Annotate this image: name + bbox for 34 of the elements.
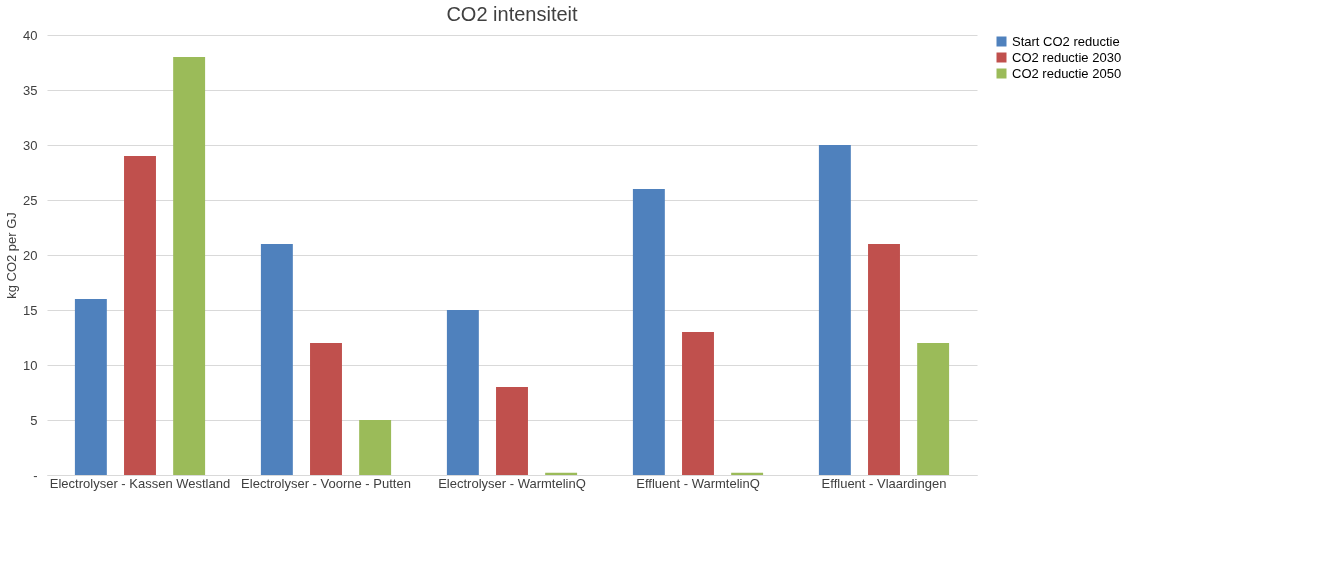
bar bbox=[124, 156, 156, 475]
bar bbox=[545, 472, 578, 475]
y-tick-label: 10 bbox=[23, 357, 38, 373]
y-axis-title: kg CO2 per GJ bbox=[4, 212, 20, 299]
bar bbox=[632, 189, 665, 475]
legend-label: Start CO2 reductie bbox=[1012, 33, 1120, 49]
bar bbox=[260, 244, 293, 475]
x-tick-label: Electrolyser - WarmtelinQ bbox=[438, 475, 586, 491]
y-tick-label: 30 bbox=[23, 137, 38, 153]
bar bbox=[682, 332, 714, 475]
x-tick-label: Effluent - WarmtelinQ bbox=[636, 475, 760, 491]
bar bbox=[868, 244, 900, 475]
y-tick-label: 40 bbox=[23, 27, 38, 43]
x-tick-label: Electrolyser - Voorne - Putten bbox=[241, 475, 411, 491]
x-tick-label: Electrolyser - Kassen Westland bbox=[49, 475, 231, 491]
bar bbox=[496, 387, 528, 475]
bar bbox=[446, 310, 479, 475]
y-tick-label: 35 bbox=[23, 82, 38, 98]
y-tick-label: 20 bbox=[23, 247, 38, 263]
bar bbox=[359, 420, 392, 475]
legend-label: CO2 reductie 2050 bbox=[1012, 65, 1122, 81]
x-tick-label: Effluent - Vlaardingen bbox=[821, 475, 947, 491]
y-tick-label: 5 bbox=[30, 412, 38, 428]
bar bbox=[731, 472, 764, 475]
bar bbox=[173, 57, 206, 475]
y-tick-label: 25 bbox=[23, 192, 38, 208]
y-tick-label: - bbox=[33, 467, 38, 483]
bar bbox=[818, 145, 851, 475]
chart-title: CO2 intensiteit bbox=[446, 3, 579, 25]
bar bbox=[74, 299, 107, 475]
legend-label: CO2 reductie 2030 bbox=[1012, 49, 1122, 65]
y-tick-label: 15 bbox=[23, 302, 38, 318]
bar bbox=[310, 343, 342, 475]
bar bbox=[917, 343, 950, 475]
